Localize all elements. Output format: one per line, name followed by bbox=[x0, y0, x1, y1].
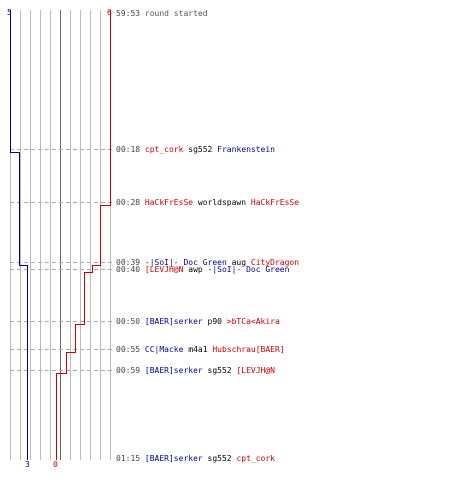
event-victim: CityDragon bbox=[246, 258, 299, 267]
event-victim: Hubschrau[BAER] bbox=[208, 345, 285, 354]
event-killer: cpt_cork bbox=[140, 145, 184, 154]
blue-end-score: 3 bbox=[25, 460, 30, 469]
event-list: 59:53 round started 00:18 cpt_cork sg552 … bbox=[116, 9, 299, 463]
event-time: 59:53 bbox=[116, 9, 140, 18]
event-killer: HaCkFrEsSe bbox=[140, 198, 193, 207]
event-killer: [BAER]serker bbox=[140, 366, 203, 375]
event-weapon: aug bbox=[227, 258, 246, 267]
red-team-score-line bbox=[56, 10, 111, 460]
event-row: 59:53 round started bbox=[116, 9, 208, 18]
event-row: 01:15 [BAER]serker sg552 cpt_cork bbox=[116, 454, 275, 463]
event-weapon: awp bbox=[183, 265, 202, 274]
event-row: 00:50 [BAER]serker p90 >bTCa<Akira bbox=[116, 317, 280, 326]
event-time: 00:55 bbox=[116, 345, 140, 354]
event-weapon: m4a1 bbox=[183, 345, 207, 354]
event-killer: -|SoI|- Doc Green bbox=[140, 258, 227, 267]
event-row: 00:28 HaCkFrEsSe worldspawn HaCkFrEsSe bbox=[116, 198, 299, 207]
event-weapon: worldspawn bbox=[193, 198, 246, 207]
red-start-score: 0 bbox=[53, 460, 58, 469]
event-row: 00:59 [BAER]serker sg552 [LEVJH@N bbox=[116, 366, 275, 375]
event-weapon: sg552 bbox=[203, 366, 232, 375]
event-killer: CC|Macke bbox=[140, 345, 184, 354]
event-victim: HaCkFrEsSe bbox=[246, 198, 299, 207]
event-victim: cpt_cork bbox=[232, 454, 276, 463]
event-time: 00:18 bbox=[116, 145, 140, 154]
event-row: 00:39 -|SoI|- Doc Green aug CityDragon bbox=[116, 258, 299, 267]
event-row: 00:55 CC|Macke m4a1 Hubschrau[BAER] bbox=[116, 345, 285, 354]
event-time: 00:39 bbox=[116, 258, 140, 267]
event-weapon: sg552 bbox=[203, 454, 232, 463]
event-time: 00:28 bbox=[116, 198, 140, 207]
event-dash-lines bbox=[10, 149, 114, 371]
event-killer: [BAER]serker bbox=[140, 317, 203, 326]
event-time: 01:15 bbox=[116, 454, 140, 463]
event-info: round started bbox=[140, 9, 208, 18]
red-end-score: 6 bbox=[107, 8, 112, 17]
event-time: 00:40 bbox=[116, 265, 140, 274]
event-killer: [LEVJH@N bbox=[140, 265, 184, 274]
event-victim: Frankenstein bbox=[212, 145, 275, 154]
blue-start-score: 5 bbox=[7, 8, 12, 17]
event-killer: [BAER]serker bbox=[140, 454, 203, 463]
event-weapon: p90 bbox=[203, 317, 222, 326]
event-row: 00:18 cpt_cork sg552 Frankenstein bbox=[116, 145, 275, 154]
event-time: 00:50 bbox=[116, 317, 140, 326]
blue-team-score-line bbox=[10, 10, 28, 460]
event-victim: [LEVJH@N bbox=[232, 366, 276, 375]
event-weapon: sg552 bbox=[183, 145, 212, 154]
event-row: 00:40 [LEVJH@N awp -|SoI|- Doc Green bbox=[116, 265, 290, 274]
event-time: 00:59 bbox=[116, 366, 140, 375]
graph-grid bbox=[10, 10, 111, 460]
event-victim: -|SoI|- Doc Green bbox=[203, 265, 290, 274]
event-victim: >bTCa<Akira bbox=[222, 317, 280, 326]
